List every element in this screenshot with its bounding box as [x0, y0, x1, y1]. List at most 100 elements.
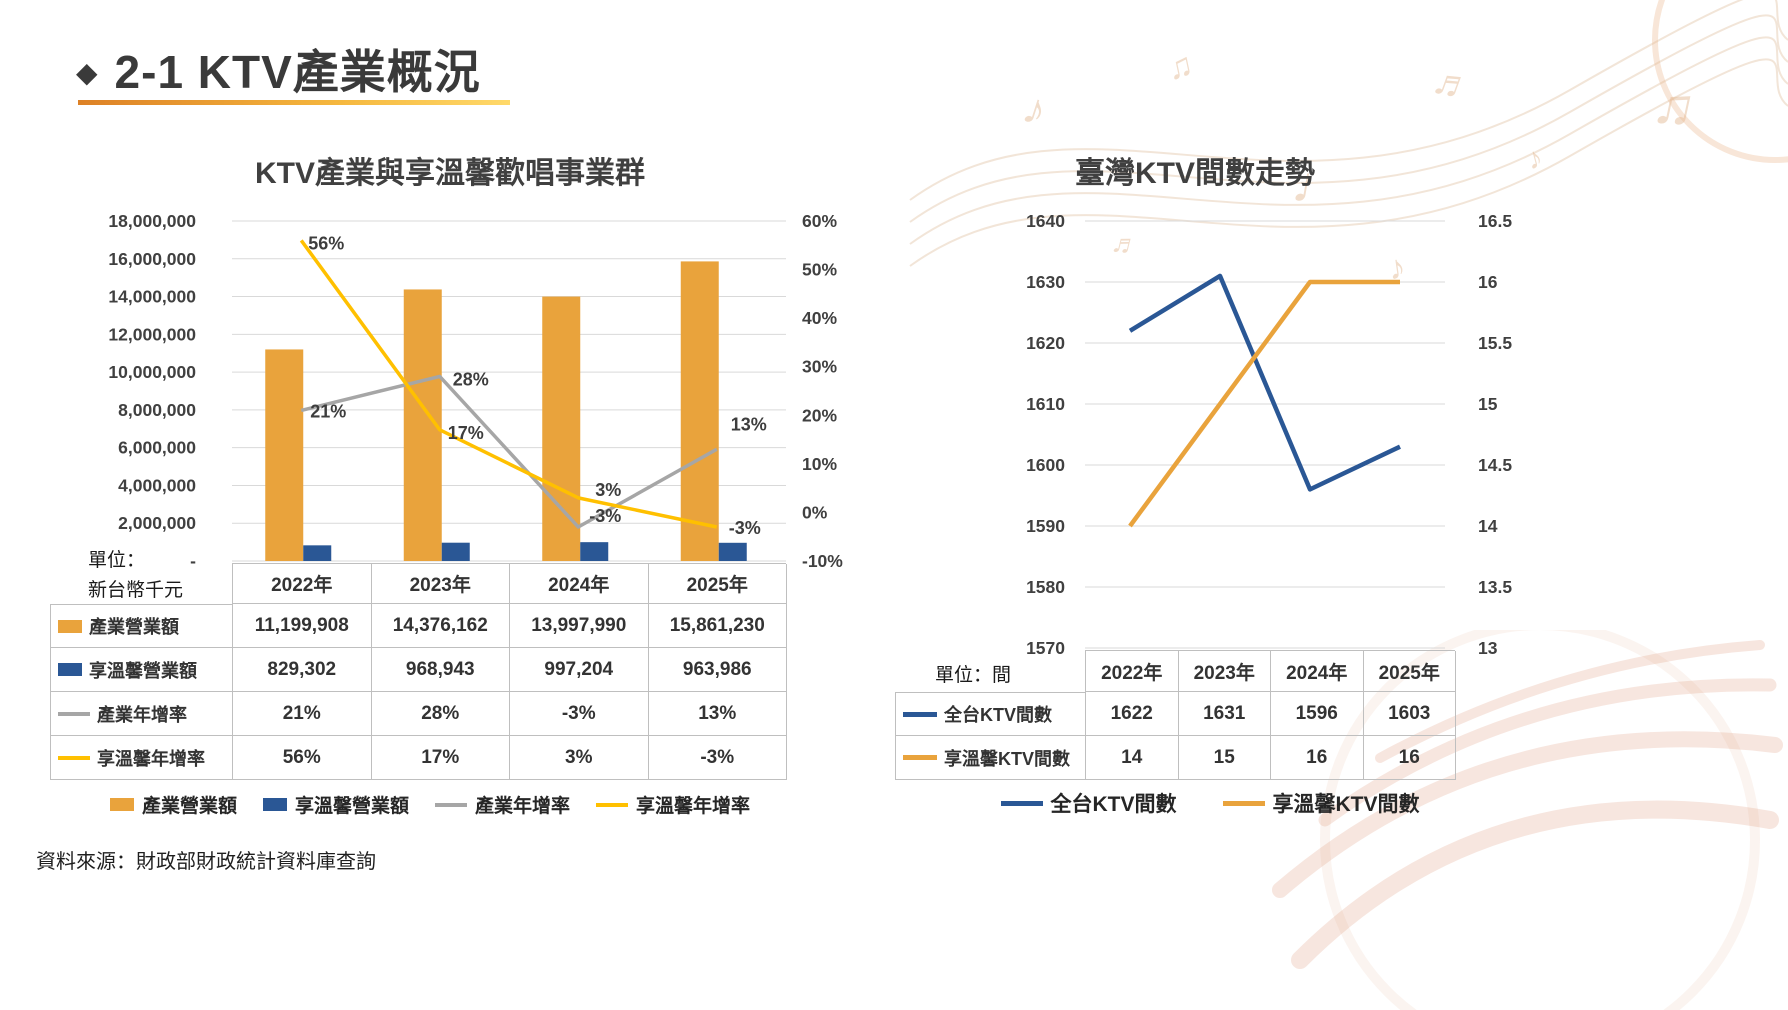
svg-text:♪: ♪ — [1523, 141, 1546, 177]
music-notes-decoration: ♪ ♫ ♩ ♬ ♪ ♫ ♪ ♬ — [909, 0, 1788, 288]
point-label: -3% — [729, 518, 761, 538]
industry-growth-line-icon — [435, 802, 467, 807]
right-axis-label: 60% — [802, 211, 837, 231]
right-chart-legend: 全台KTV間數 享溫馨KTV間數 — [950, 788, 1470, 818]
point-label: 17% — [448, 423, 484, 443]
right-table-year-header: 2022年 2023年 2024年 2025年 — [1085, 650, 1456, 692]
row-label-hsw-ktv: 享溫馨KTV間數 — [896, 736, 1086, 780]
row-label-industry-growth: 產業年增率 — [51, 692, 233, 736]
left-axis-label: 14,000,000 — [108, 287, 196, 307]
hsw-growth-line-icon — [58, 755, 90, 760]
right-axis-label: 0% — [802, 502, 828, 522]
svg-text:♪: ♪ — [1017, 83, 1053, 136]
left-axis-label: 8,000,000 — [118, 400, 196, 420]
right-unit-label: 單位：間 — [935, 665, 1012, 686]
value-cell: 1596 — [1271, 692, 1364, 736]
left-axis-label: - — [190, 551, 196, 571]
value-cell: 997,204 — [510, 648, 649, 692]
value-cell: 16 — [1271, 736, 1364, 780]
bar — [303, 545, 332, 561]
year-header-cell: 2025年 — [648, 564, 787, 604]
row-label-industry-revenue: 產業營業額 — [51, 604, 233, 648]
point-label: 3% — [595, 480, 621, 500]
logo-watermark — [1272, 630, 1783, 1010]
left-axis-label: 1570 — [1026, 638, 1065, 658]
right-axis-label: 20% — [802, 405, 837, 425]
point-label: 13% — [731, 414, 767, 434]
svg-text:♫: ♫ — [1164, 45, 1197, 87]
legend-item-hsw-growth: 享溫馨年增率 — [596, 791, 750, 818]
value-cell: 21% — [233, 692, 372, 736]
page-title-text: 2-1 KTV產業概況 — [114, 46, 481, 98]
value-cell: 13% — [648, 692, 787, 736]
value-cell: 11,199,908 — [233, 604, 372, 648]
left-unit-label-line2: 新台幣千元 — [88, 580, 184, 601]
value-cell: 15 — [1178, 736, 1271, 780]
row-label-taiwan-ktv: 全台KTV間數 — [896, 692, 1086, 736]
left-axis-label: 4,000,000 — [118, 475, 196, 495]
point-label: -3% — [589, 506, 621, 526]
value-cell: 3% — [510, 736, 649, 780]
industry-growth-line-icon — [58, 711, 90, 716]
hsw-revenue-bar-icon — [58, 663, 82, 676]
value-cell: 17% — [371, 736, 510, 780]
bar — [680, 261, 719, 561]
right-axis-label: 50% — [802, 260, 837, 280]
right-axis-label: 10% — [802, 454, 837, 474]
point-label: 21% — [310, 401, 346, 421]
left-axis-label: 2,000,000 — [118, 513, 196, 533]
data-source-note: 資料來源：財政部財政統計資料庫查詢 — [36, 851, 376, 873]
right-axis-label: 13 — [1478, 638, 1498, 658]
left-axis-label: 1580 — [1026, 577, 1065, 597]
taiwan-ktv-count-line-chart: 1570 1580 1590 1600 1610 1620 1630 1640 13 13.5 14… — [1026, 211, 1512, 658]
svg-text:♩: ♩ — [1288, 155, 1349, 221]
bar — [580, 542, 609, 561]
taiwan-ktv-line-icon — [1000, 800, 1043, 806]
value-cell: 963,986 — [648, 648, 787, 692]
left-data-table: 產業營業額 11,199,908 14,376,162 13,997,990 1… — [50, 604, 787, 780]
taiwan-ktv-line-icon — [903, 711, 937, 717]
value-cell: 1622 — [1086, 692, 1179, 736]
diamond-bullet-icon: ◆ — [76, 57, 99, 88]
right-axis-label: 16.5 — [1478, 211, 1512, 231]
value-cell: 15,861,230 — [648, 604, 787, 648]
bar — [718, 542, 747, 561]
left-axis-label: 12,000,000 — [108, 324, 196, 344]
year-header-cell: 2024年 — [510, 564, 649, 604]
left-unit-label-line1: 單位： — [88, 550, 146, 571]
left-axis-label: 1610 — [1026, 394, 1065, 414]
value-cell: 1631 — [1178, 692, 1271, 736]
value-cell: 56% — [233, 736, 372, 780]
left-axis-label: 1590 — [1026, 516, 1065, 536]
value-cell: 13,997,990 — [510, 604, 649, 648]
value-cell: 14,376,162 — [371, 604, 510, 648]
series-line — [1128, 273, 1401, 492]
left-axis-label: 1620 — [1026, 333, 1065, 353]
svg-text:♬: ♬ — [1427, 57, 1480, 112]
series-line — [299, 239, 718, 529]
left-table-year-header: 2022年 2023年 2024年 2025年 — [232, 563, 787, 604]
industry-revenue-bar-icon — [109, 798, 134, 811]
left-axis-label: 10,000,000 — [108, 362, 196, 382]
value-cell: 1603 — [1363, 692, 1456, 736]
value-cell: 28% — [371, 692, 510, 736]
right-axis-label: -10% — [802, 551, 843, 571]
legend-item-hsw-ktv: 享溫馨KTV間數 — [1222, 788, 1420, 818]
point-label: 56% — [308, 233, 344, 253]
legend-item-industry-growth: 產業年增率 — [435, 791, 570, 818]
svg-text:♪: ♪ — [1386, 248, 1408, 288]
value-cell: 829,302 — [233, 648, 372, 692]
left-axis-label: 1630 — [1026, 272, 1065, 292]
legend-item-taiwan-ktv: 全台KTV間數 — [1000, 788, 1177, 818]
value-cell: 16 — [1363, 736, 1456, 780]
right-axis-label: 16 — [1478, 272, 1498, 292]
right-axis-label: 15.5 — [1478, 333, 1512, 353]
left-axis-label: 18,000,000 — [108, 211, 196, 231]
year-header-cell: 2024年 — [1271, 651, 1364, 692]
year-header-cell: 2023年 — [371, 564, 510, 604]
left-axis-label: 16,000,000 — [108, 249, 196, 269]
legend-item-hsw-revenue: 享溫馨營業額 — [262, 791, 409, 818]
value-cell: -3% — [648, 736, 787, 780]
hsw-revenue-bar-icon — [262, 798, 287, 811]
left-chart-legend: 產業營業額 享溫馨營業額 產業年增率 享溫馨年增率 — [60, 791, 800, 818]
